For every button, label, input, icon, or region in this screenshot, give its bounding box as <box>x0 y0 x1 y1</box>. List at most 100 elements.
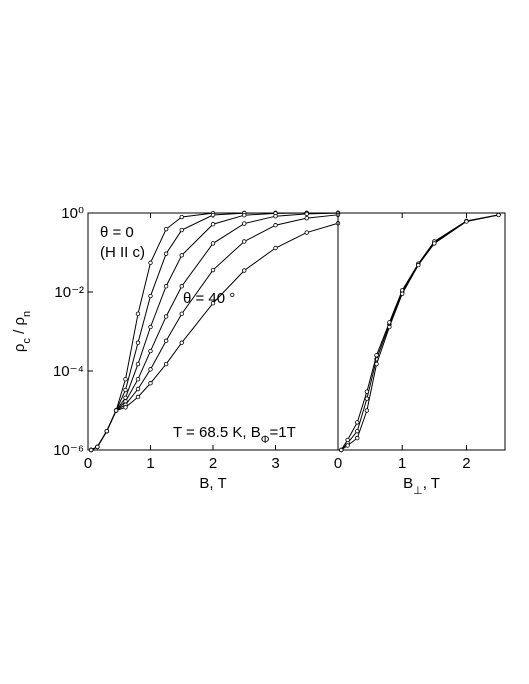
data-point <box>179 227 184 233</box>
data-point <box>135 340 141 345</box>
data-point <box>163 226 169 232</box>
data-point <box>148 293 153 299</box>
data-point <box>355 428 360 434</box>
data-point <box>210 222 216 227</box>
data-point <box>400 291 405 297</box>
x-axis-label-part: B, T <box>199 475 226 492</box>
data-point <box>123 377 128 382</box>
x-tick-label: 3 <box>271 455 279 472</box>
data-point <box>242 268 247 273</box>
data-point <box>304 211 309 217</box>
data-point <box>273 245 278 251</box>
data-point <box>135 361 141 367</box>
data-point <box>123 405 128 410</box>
data-point <box>163 361 169 367</box>
y-axis-label: ρc / ρn <box>11 311 33 352</box>
data-point <box>210 212 216 218</box>
data-point <box>210 301 216 306</box>
y-tick-label: 10⁰ <box>61 205 84 222</box>
x-axis-label-part: B <box>403 475 413 492</box>
series-line <box>340 214 499 451</box>
data-point <box>163 338 169 344</box>
data-point <box>148 260 153 265</box>
y-axis-label-part: n <box>21 311 33 317</box>
data-point <box>242 221 247 226</box>
annotation-part: Φ <box>261 434 270 446</box>
annotation: T = 68.5 K, BΦ=1T <box>173 424 296 446</box>
data-point <box>135 311 141 317</box>
data-point <box>416 262 421 268</box>
y-axis-label-part: ρ <box>11 344 28 353</box>
data-point <box>135 394 141 400</box>
annotation: θ = 0 <box>100 224 134 241</box>
data-point <box>364 396 370 401</box>
data-point <box>273 213 278 219</box>
data-point <box>304 230 309 235</box>
x-tick-label: 0 <box>84 455 92 472</box>
x-tick-label: 2 <box>209 455 217 472</box>
data-point <box>355 420 360 425</box>
data-point <box>432 241 437 246</box>
data-point <box>364 389 370 394</box>
y-axis-label-part: c <box>21 338 33 344</box>
data-point <box>148 324 153 330</box>
x-axis-label: B, T <box>199 475 226 492</box>
data-point <box>496 212 501 218</box>
annotation-part: θ = 40 ° <box>183 290 235 307</box>
data-point <box>273 223 278 228</box>
data-point <box>148 367 153 372</box>
data-point <box>374 353 379 358</box>
x-tick-label: 1 <box>146 455 154 472</box>
data-point <box>210 267 216 273</box>
data-point <box>210 241 216 246</box>
data-point <box>163 251 169 256</box>
annotation-part: (H II c) <box>100 244 145 261</box>
data-point <box>345 437 350 443</box>
data-point <box>163 314 169 319</box>
data-point <box>179 253 184 258</box>
x-tick-label: 2 <box>462 455 470 472</box>
x-axis-label: B⊥, T <box>403 475 440 497</box>
data-point <box>339 447 344 453</box>
data-point <box>242 212 247 218</box>
x-axis-label-part: , T <box>423 475 440 492</box>
data-point <box>135 377 141 382</box>
data-point <box>179 214 184 220</box>
data-point <box>355 435 360 441</box>
data-point <box>304 215 309 221</box>
annotation: (H II c) <box>100 244 145 261</box>
data-point <box>104 428 109 434</box>
data-point <box>95 444 100 450</box>
annotation-part: =1T <box>269 424 295 441</box>
data-point <box>374 361 379 367</box>
x-axis-label-part: ⊥ <box>413 485 423 497</box>
x-tick-label: 1 <box>398 455 406 472</box>
y-tick-label: 10⁻⁴ <box>53 363 84 380</box>
data-point <box>148 381 153 386</box>
series-line <box>90 222 339 451</box>
y-tick-label: 10⁻⁶ <box>53 442 84 459</box>
data-point <box>123 387 128 393</box>
data-point <box>148 348 153 354</box>
data-point <box>179 311 184 317</box>
series-line <box>340 214 499 451</box>
series-line <box>340 214 499 451</box>
plot-frame <box>337 212 506 451</box>
data-point <box>364 408 370 413</box>
data-point <box>345 443 350 448</box>
data-point <box>464 219 469 224</box>
data-point <box>135 386 141 392</box>
data-point <box>179 340 184 345</box>
data-point <box>242 239 247 244</box>
data-point <box>88 447 94 453</box>
data-point <box>163 284 169 289</box>
data-point <box>113 408 119 413</box>
data-point <box>179 284 184 289</box>
y-tick-label: 10⁻² <box>54 284 84 301</box>
y-axis-label-part: / ρ <box>11 317 28 338</box>
x-tick-label: 0 <box>334 455 342 472</box>
data-point <box>387 324 392 330</box>
annotation-part: θ = 0 <box>100 224 134 241</box>
annotation: θ = 40 ° <box>183 290 235 307</box>
